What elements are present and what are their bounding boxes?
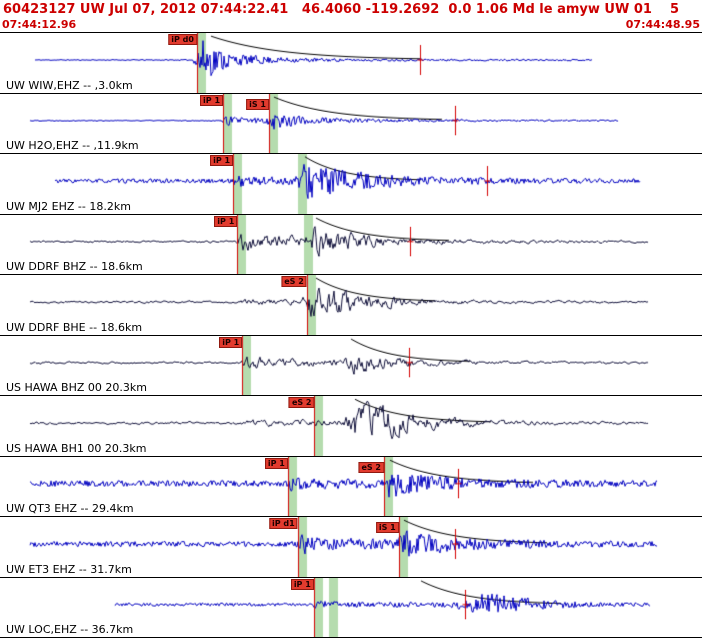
window-end-time: 07:44:48.95 bbox=[625, 18, 700, 31]
pick-overlay: iP 1 eS 2 bbox=[0, 457, 702, 517]
pick-flag[interactable]: iP 1 bbox=[219, 336, 243, 348]
pick-flag[interactable]: iS 1 bbox=[246, 98, 269, 110]
waveform-canvas[interactable] bbox=[0, 396, 702, 456]
station-label: UW H2O,EHZ -- ,11.9km bbox=[6, 139, 139, 152]
pick-overlay: iP 1 bbox=[0, 215, 702, 275]
pick-flag[interactable]: iP 1 bbox=[200, 94, 224, 106]
pick-flag[interactable]: iP 1 bbox=[210, 155, 234, 166]
trace-panel[interactable]: iP d1 iS 1 UW ET3 EHZ -- 31.7km bbox=[0, 516, 702, 577]
station-label: US HAWA BH1 00 20.3km bbox=[6, 441, 147, 455]
pick-flag[interactable]: eS 2 bbox=[358, 461, 384, 473]
station-label: UW WIW,EHZ -- ,3.0km bbox=[6, 78, 133, 92]
station-label: UW LOC,EHZ -- 36.7km bbox=[6, 623, 134, 636]
pick-overlay: iP 1 bbox=[0, 578, 702, 638]
pick-flag[interactable]: iP 1 bbox=[214, 215, 238, 227]
station-label: US HAWA BHZ 00 20.3km bbox=[6, 381, 147, 394]
station-label: UW QT3 EHZ -- 29.4km bbox=[6, 502, 134, 515]
pick-flag[interactable]: iP d1 bbox=[268, 518, 298, 529]
waveform-canvas[interactable] bbox=[0, 275, 702, 335]
waveform-canvas[interactable] bbox=[0, 33, 702, 93]
window-start-time: 07:44:12.96 bbox=[2, 18, 77, 31]
pick-overlay: iP 1 bbox=[0, 154, 702, 214]
pick-flag[interactable]: iP 1 bbox=[290, 578, 314, 590]
trace-panel[interactable]: iP 1 UW MJ2 EHZ -- 18.2km bbox=[0, 153, 702, 214]
trace-panel[interactable]: eS 2 US HAWA BH1 00 20.3km bbox=[0, 395, 702, 456]
trace-panel[interactable]: iP 1 eS 2 UW QT3 EHZ -- 29.4km bbox=[0, 455, 702, 517]
event-header: 60423127 UW Jul 07, 2012 07:44:22.41 46.… bbox=[0, 0, 702, 18]
waveform-canvas[interactable] bbox=[0, 93, 702, 153]
event-header-text: 60423127 UW Jul 07, 2012 07:44:22.41 46.… bbox=[3, 1, 680, 17]
waveform-canvas[interactable] bbox=[0, 154, 702, 214]
station-label: UW DDRF BHZ -- 18.6km bbox=[6, 260, 143, 273]
pick-flag[interactable]: iP d0 bbox=[168, 34, 197, 45]
pick-overlay: iP 1 iS 1 bbox=[0, 94, 702, 154]
pick-overlay: eS 2 bbox=[0, 275, 702, 335]
waveform-canvas[interactable] bbox=[0, 577, 702, 637]
station-label: UW ET3 EHZ -- 31.7km bbox=[6, 562, 132, 576]
pick-flag[interactable]: iS 1 bbox=[375, 522, 399, 533]
waveform-canvas[interactable] bbox=[0, 335, 702, 395]
station-label: UW MJ2 EHZ -- 18.2km bbox=[6, 199, 131, 213]
trace-panel[interactable]: iP 1 UW LOC,EHZ -- 36.7km bbox=[0, 576, 702, 638]
pick-overlay: iP d1 iS 1 bbox=[0, 517, 702, 577]
pick-flag[interactable]: iP 1 bbox=[264, 457, 288, 469]
waveform-canvas[interactable] bbox=[0, 517, 702, 577]
pick-overlay: iP 1 bbox=[0, 336, 702, 396]
trace-panels: iP d0 UW WIW,EHZ -- ,3.0km iP 1 iS 1 UW H… bbox=[0, 32, 702, 638]
trace-panel[interactable]: iP 1 UW DDRF BHZ -- 18.6km bbox=[0, 213, 702, 275]
pick-flag[interactable]: eS 2 bbox=[288, 397, 315, 408]
trace-panel[interactable]: iP d0 UW WIW,EHZ -- ,3.0km bbox=[0, 32, 702, 93]
pick-overlay: eS 2 bbox=[0, 396, 702, 456]
pick-flag[interactable]: eS 2 bbox=[281, 276, 307, 287]
trace-panel[interactable]: eS 2 UW DDRF BHE -- 18.6km bbox=[0, 274, 702, 335]
station-label: UW DDRF BHE -- 18.6km bbox=[6, 320, 143, 334]
trace-panel[interactable]: iP 1 iS 1 UW H2O,EHZ -- ,11.9km bbox=[0, 92, 702, 154]
time-window-bar: 07:44:12.96 07:44:48.95 bbox=[0, 18, 702, 31]
pick-overlay: iP d0 bbox=[0, 33, 702, 93]
waveform-canvas[interactable] bbox=[0, 456, 702, 516]
trace-panel[interactable]: iP 1 US HAWA BHZ 00 20.3km bbox=[0, 334, 702, 396]
waveform-canvas[interactable] bbox=[0, 214, 702, 274]
